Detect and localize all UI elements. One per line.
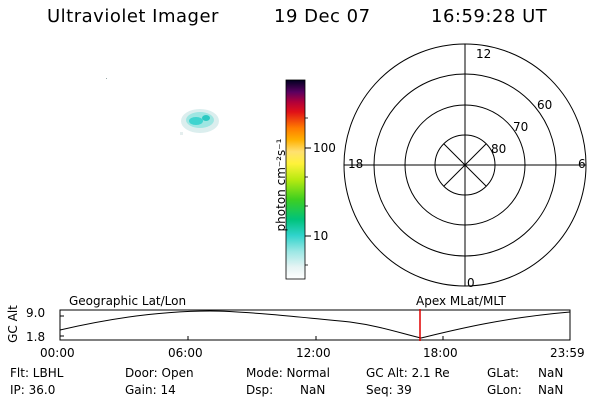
status-dsp-value: NaN bbox=[300, 383, 326, 397]
orbit-x-tick: 23:59 bbox=[550, 346, 585, 360]
app-title: Ultraviolet Imager bbox=[47, 6, 219, 27]
status-filter: Flt: LBHL bbox=[10, 366, 64, 380]
orbit-y-min: 1.8 bbox=[26, 330, 46, 344]
orbit-x-tick: 00:00 bbox=[40, 346, 75, 360]
colorbar-tick-10: 10 bbox=[313, 229, 329, 243]
status-dsp-label: Dsp: bbox=[246, 383, 274, 397]
header-date: 19 Dec 07 bbox=[274, 6, 371, 27]
status-gain: Gain: 14 bbox=[125, 383, 176, 397]
status-glat-value: NaN bbox=[538, 366, 564, 380]
header-time: 16:59:28 UT bbox=[431, 6, 548, 27]
mlt-label-12: 12 bbox=[476, 47, 492, 61]
orbit-right-caption: Apex MLat/MLT bbox=[416, 294, 506, 308]
mlt-label-18: 18 bbox=[348, 157, 364, 171]
polar-dial bbox=[343, 43, 587, 287]
orbit-left-caption: Geographic Lat/Lon bbox=[69, 294, 187, 308]
orbit-x-tick: 06:00 bbox=[168, 346, 203, 360]
status-mode: Mode: Normal bbox=[246, 366, 330, 380]
aurora-image bbox=[106, 78, 219, 135]
orbit-y-max: 9.0 bbox=[26, 306, 46, 320]
orbit-axis-label: GC Alt bbox=[6, 305, 20, 343]
status-glon-label: GLon: bbox=[487, 383, 522, 397]
mlt-label-6: 6 bbox=[578, 157, 586, 171]
orbit-plot bbox=[59, 309, 571, 341]
lat-label-70: 70 bbox=[513, 120, 529, 134]
status-gc-alt: GC Alt: 2.1 Re bbox=[366, 366, 450, 380]
status-glon-value: NaN bbox=[538, 383, 564, 397]
orbit-x-tick: 12:00 bbox=[296, 346, 331, 360]
color-bar bbox=[285, 79, 311, 280]
mlt-label-0: 0 bbox=[467, 276, 475, 290]
colorbar-unit-label: photon cm⁻²s⁻¹ bbox=[274, 138, 288, 232]
lat-label-60: 60 bbox=[537, 98, 553, 112]
orbit-x-tick: 18:00 bbox=[423, 346, 458, 360]
colorbar-tick-100: 100 bbox=[313, 141, 336, 155]
status-glat-label: GLat: bbox=[487, 366, 520, 380]
status-door: Door: Open bbox=[125, 366, 194, 380]
lat-label-80: 80 bbox=[491, 142, 507, 156]
status-ip: IP: 36.0 bbox=[10, 383, 56, 397]
status-seq: Seq: 39 bbox=[366, 383, 412, 397]
